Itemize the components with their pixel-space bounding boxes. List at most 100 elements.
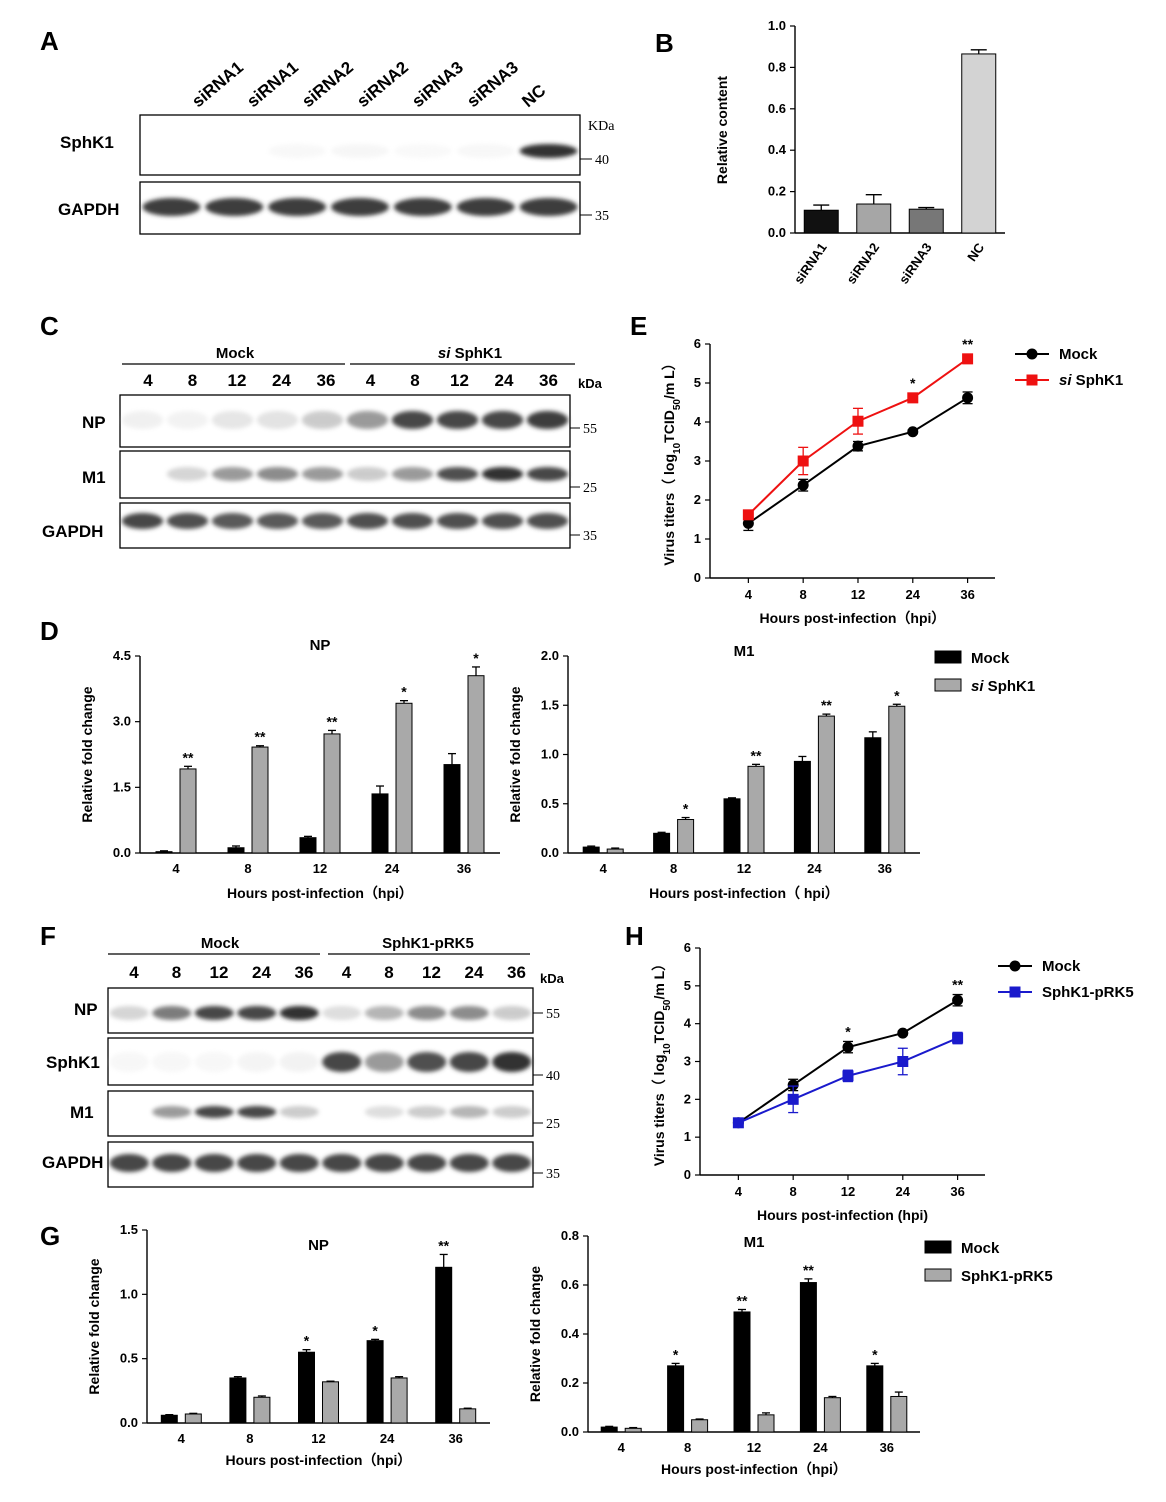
bar-treated [395,702,413,854]
significance-marker: ** [737,1293,748,1309]
chart-d-m1: 0.0 0.5 1.0 1.5 2.0 4 * 8 ** 12 ** 24 * 36 M1 Hours pos… [507,643,1035,901]
y-axis-label: Relative content [714,76,730,184]
legend-marker [1009,960,1021,972]
blot-band [526,411,569,429]
y-tick-label: 2 [694,492,701,507]
data-point [852,440,864,452]
blot-lane-label: siRNA3 [463,58,522,111]
x-tick-label: siRNA3 [896,240,935,286]
y-tick-label: 0.4 [768,142,787,157]
panel-label-a: A [40,26,59,56]
x-tick-label: siRNA1 [791,240,830,286]
y-tick-label: 0.8 [768,59,786,74]
blot-band [407,1106,447,1118]
y-axis-label: Virus titers（ log10TCID50/m L） [661,356,683,565]
y-axis-label: Relative fold change [86,1258,102,1394]
legend-label: Mock [1042,958,1081,975]
bar-mock [227,847,245,854]
y-axis-label: Virus titers（ log10TCID50/m L） [651,957,673,1166]
y-tick-label: 0.2 [768,184,786,199]
x-tick-label: 4 [745,587,753,602]
blot-f-row-label-sphk1: SphK1 [46,1053,100,1072]
blot-band [346,411,389,429]
y-tick-label: 0.8 [561,1228,579,1243]
blot-lane-label: siRNA1 [243,58,302,111]
bar-sirna3 [908,208,944,234]
blot-band [279,1052,319,1072]
blot-band [166,411,209,429]
x-tick-label: 24 [896,1184,911,1199]
blot-band [519,198,578,216]
y-tick-label: 5 [684,978,691,993]
blot-a-marker-kda: KDa [588,119,615,134]
bar-mock [723,798,741,854]
x-axis-label: Hours post-infection（hpi） [227,885,413,901]
x-axis-label: Hours post-infection（hpi） [661,1461,847,1477]
blot-band [393,198,452,216]
blot-a-marker-40: 40 [595,153,609,168]
y-tick-label: 0.6 [768,101,786,116]
blot-band [194,1106,234,1118]
blot-band [279,1106,319,1118]
blot-band [391,411,434,429]
blot-band [492,1106,532,1118]
bar-mock [435,1266,453,1424]
bar-treated [890,1395,908,1433]
data-point [842,1070,854,1082]
significance-marker: * [304,1333,310,1349]
blot-band [449,1052,489,1072]
y-tick-label: 1.5 [113,779,131,794]
data-point [742,517,754,529]
panel-label-c: C [40,311,59,341]
data-point [907,392,919,404]
y-tick-label: 1.5 [541,697,559,712]
legend-marker [1026,348,1038,360]
blot-band [256,411,299,429]
blot-band [109,1052,149,1072]
blot-band [407,1052,447,1072]
blot-band [256,467,299,481]
blot-band [364,1154,404,1172]
blot-c-row-label-gapdh: GAPDH [42,522,103,541]
blot-band [121,513,164,529]
blot-band [237,1006,277,1020]
legend-label: si SphK1 [971,678,1035,695]
bar-mock [582,846,600,854]
x-tick-label: 12 [313,861,327,876]
chart-title: NP [308,1237,329,1254]
blot-lane-label: 36 [317,371,336,390]
significance-marker: ** [327,713,338,729]
bar-sirna2 [856,203,892,234]
y-tick-label: 0.4 [561,1326,580,1341]
y-tick-label: 0.0 [541,845,559,860]
blot-band [322,1154,362,1172]
blot-c: Mock si SphK1 4 8 12 24 36 4 8 12 24 36 kDa NP M1… [42,345,603,549]
blot-f-row-label-np: NP [74,1000,98,1019]
chart-b: 0.0 0.2 0.4 0.6 0.8 1.0 siRNA1 siRNA2 siRNA3 NC Re… [714,18,1005,287]
blot-c-lane-labels: 4 8 12 24 36 4 8 12 24 36 [143,371,558,390]
blot-a-row-label-gapdh: GAPDH [58,200,119,219]
blot-band [194,1006,234,1020]
data-point [907,426,919,438]
blot-f-marker-55: 55 [546,1007,560,1022]
blot-band [436,411,479,429]
x-tick-label: 24 [813,1440,828,1455]
data-point [852,415,864,427]
blot-lane-label: 4 [366,371,376,390]
blot-lane-label: siRNA3 [408,58,467,111]
panel-label-d: D [40,616,59,646]
blot-band [256,513,299,529]
y-tick-label: 0.5 [120,1351,138,1366]
significance-marker: ** [952,977,963,993]
blot-band [391,513,434,529]
blot-c-marker-25: 25 [583,481,597,496]
y-tick-label: 0.6 [561,1277,579,1292]
blot-band [152,1106,192,1118]
blot-lane-label: 36 [295,963,314,982]
blot-lane-label: 4 [342,963,352,982]
y-tick-label: 4 [694,414,702,429]
significance-marker: ** [803,1262,814,1278]
y-tick-label: 0.0 [768,225,786,240]
bar-mock [864,737,882,854]
